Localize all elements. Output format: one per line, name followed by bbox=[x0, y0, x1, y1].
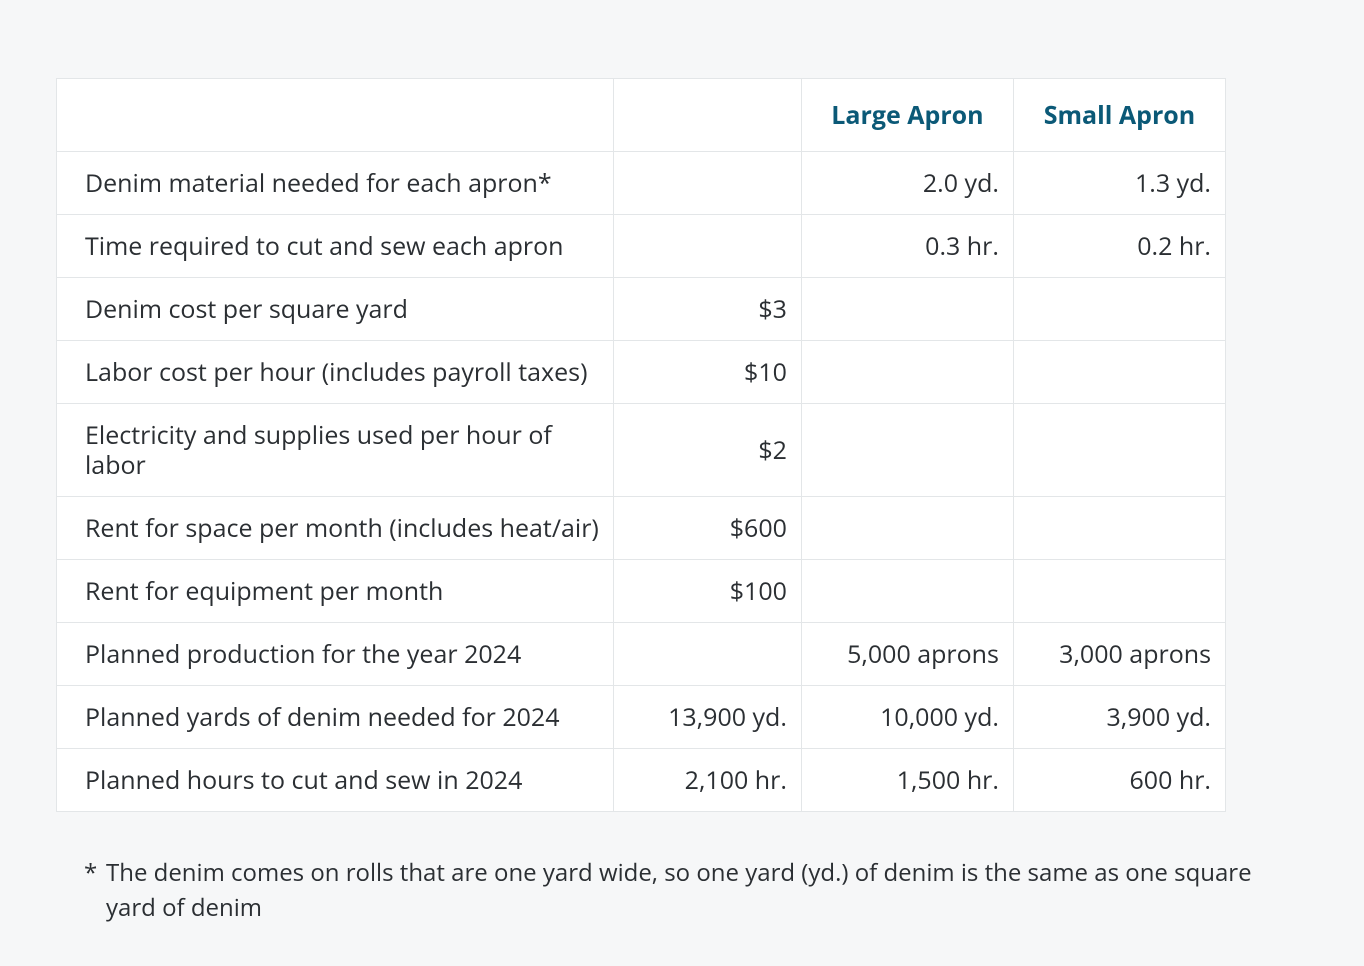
row-shared: $2 bbox=[613, 404, 801, 497]
table-row: Planned hours to cut and sew in 2024 2,1… bbox=[57, 749, 1226, 812]
table-row: Time required to cut and sew each apron … bbox=[57, 215, 1226, 278]
row-shared: $3 bbox=[613, 278, 801, 341]
row-label: Time required to cut and sew each apron bbox=[57, 215, 614, 278]
row-shared: 2,100 hr. bbox=[613, 749, 801, 812]
footnote: * The denim comes on rolls that are one … bbox=[56, 856, 1254, 926]
row-small bbox=[1013, 560, 1225, 623]
row-large: 0.3 hr. bbox=[801, 215, 1013, 278]
row-large bbox=[801, 278, 1013, 341]
table-body: Denim material needed for each apron* 2.… bbox=[57, 152, 1226, 812]
row-large bbox=[801, 497, 1013, 560]
row-label: Rent for equipment per month bbox=[57, 560, 614, 623]
header-small-apron: Small Apron bbox=[1013, 79, 1225, 152]
table-row: Denim material needed for each apron* 2.… bbox=[57, 152, 1226, 215]
row-small: 3,000 aprons bbox=[1013, 623, 1225, 686]
header-blank-shared bbox=[613, 79, 801, 152]
row-large: 5,000 aprons bbox=[801, 623, 1013, 686]
row-label: Electricity and supplies used per hour o… bbox=[57, 404, 614, 497]
row-small bbox=[1013, 497, 1225, 560]
row-shared bbox=[613, 623, 801, 686]
row-shared: 13,900 yd. bbox=[613, 686, 801, 749]
row-shared bbox=[613, 152, 801, 215]
footnote-marker: * bbox=[84, 856, 106, 926]
table-row: Denim cost per square yard $3 bbox=[57, 278, 1226, 341]
row-label: Planned hours to cut and sew in 2024 bbox=[57, 749, 614, 812]
table-row: Labor cost per hour (includes payroll ta… bbox=[57, 341, 1226, 404]
row-large: 2.0 yd. bbox=[801, 152, 1013, 215]
row-small bbox=[1013, 278, 1225, 341]
row-label: Planned yards of denim needed for 2024 bbox=[57, 686, 614, 749]
row-small bbox=[1013, 341, 1225, 404]
row-label: Labor cost per hour (includes payroll ta… bbox=[57, 341, 614, 404]
cost-table: Large Apron Small Apron Denim material n… bbox=[56, 78, 1226, 812]
row-small: 1.3 yd. bbox=[1013, 152, 1225, 215]
header-large-apron: Large Apron bbox=[801, 79, 1013, 152]
row-large: 10,000 yd. bbox=[801, 686, 1013, 749]
table-header-row: Large Apron Small Apron bbox=[57, 79, 1226, 152]
row-label: Planned production for the year 2024 bbox=[57, 623, 614, 686]
row-shared bbox=[613, 215, 801, 278]
page: Large Apron Small Apron Denim material n… bbox=[0, 0, 1364, 966]
row-small bbox=[1013, 404, 1225, 497]
row-small: 600 hr. bbox=[1013, 749, 1225, 812]
row-large bbox=[801, 341, 1013, 404]
row-shared: $10 bbox=[613, 341, 801, 404]
table-row: Rent for space per month (includes heat/… bbox=[57, 497, 1226, 560]
row-large bbox=[801, 560, 1013, 623]
table-row: Electricity and supplies used per hour o… bbox=[57, 404, 1226, 497]
table-row: Planned yards of denim needed for 2024 1… bbox=[57, 686, 1226, 749]
table-row: Planned production for the year 2024 5,0… bbox=[57, 623, 1226, 686]
row-large: 1,500 hr. bbox=[801, 749, 1013, 812]
row-label: Denim material needed for each apron* bbox=[57, 152, 614, 215]
table-row: Rent for equipment per month $100 bbox=[57, 560, 1226, 623]
footnote-text: The denim comes on rolls that are one ya… bbox=[106, 856, 1254, 926]
row-label: Denim cost per square yard bbox=[57, 278, 614, 341]
header-blank-label bbox=[57, 79, 614, 152]
row-small: 3,900 yd. bbox=[1013, 686, 1225, 749]
row-large bbox=[801, 404, 1013, 497]
row-label: Rent for space per month (includes heat/… bbox=[57, 497, 614, 560]
row-shared: $600 bbox=[613, 497, 801, 560]
row-small: 0.2 hr. bbox=[1013, 215, 1225, 278]
row-shared: $100 bbox=[613, 560, 801, 623]
